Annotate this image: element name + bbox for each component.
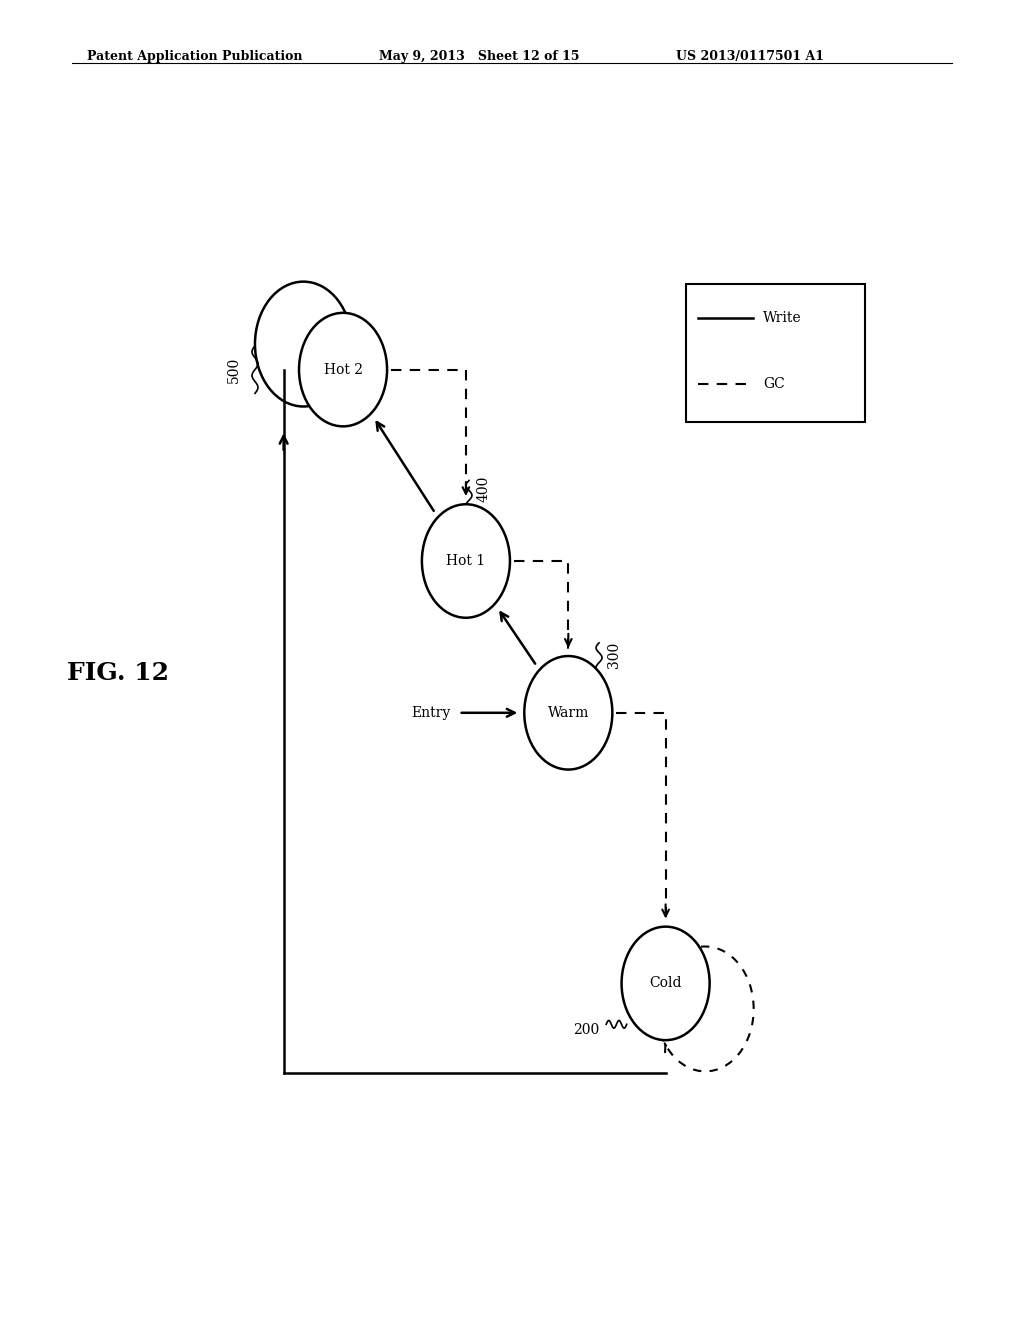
Text: 400: 400 — [476, 475, 490, 502]
Circle shape — [299, 313, 387, 426]
Circle shape — [622, 927, 710, 1040]
Circle shape — [524, 656, 612, 770]
Text: Warm: Warm — [548, 706, 589, 719]
Text: GC: GC — [763, 376, 784, 391]
Text: Patent Application Publication: Patent Application Publication — [87, 50, 302, 63]
Circle shape — [422, 504, 510, 618]
Text: May 9, 2013   Sheet 12 of 15: May 9, 2013 Sheet 12 of 15 — [379, 50, 580, 63]
Bar — [686, 284, 865, 422]
Text: Hot 1: Hot 1 — [446, 554, 485, 568]
Text: FIG. 12: FIG. 12 — [67, 661, 169, 685]
Text: Entry: Entry — [412, 706, 451, 719]
Text: 300: 300 — [607, 642, 622, 668]
Text: 200: 200 — [572, 1023, 599, 1036]
Text: Hot 2: Hot 2 — [324, 363, 362, 376]
Text: US 2013/0117501 A1: US 2013/0117501 A1 — [676, 50, 824, 63]
Text: Write: Write — [763, 312, 802, 326]
Text: 500: 500 — [226, 356, 241, 383]
Text: Cold: Cold — [649, 977, 682, 990]
